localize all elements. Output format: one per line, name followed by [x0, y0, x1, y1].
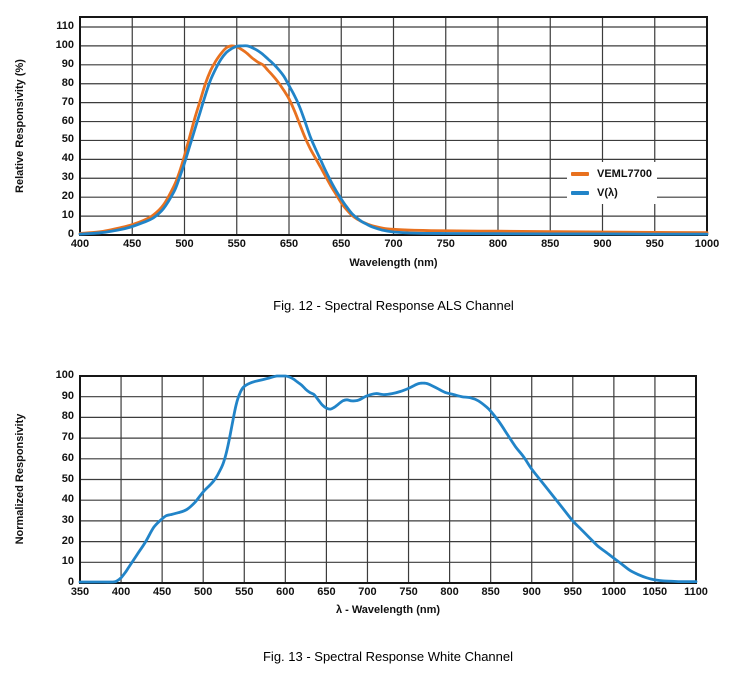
y-tick-label: 20	[61, 190, 74, 203]
x-tick-label: 900	[593, 238, 612, 250]
x-tick-label: 750	[436, 238, 455, 250]
y-tick-label: 100	[55, 38, 74, 51]
x-tick-label: 850	[541, 238, 560, 250]
x-tick-label: 500	[175, 238, 194, 250]
y-tick-label: 0	[67, 576, 74, 588]
y-tick-label: 10	[61, 555, 74, 568]
y-tick-label: 50	[61, 472, 74, 485]
plot-frame	[79, 16, 708, 236]
x-tick-label: 400	[111, 586, 131, 598]
y-tick-label: 70	[61, 95, 74, 108]
legend-row-v-lambda: V(λ)	[571, 183, 652, 202]
x-tick-label: 700	[384, 238, 403, 250]
x-tick-label: 450	[152, 586, 172, 598]
x-tick-label: 650	[332, 238, 351, 250]
x-tick-label: 1000	[694, 238, 720, 250]
x-tick-label: 600	[276, 586, 295, 598]
v--curve	[78, 44, 709, 236]
v-lambda-line-swatch-icon	[571, 190, 589, 195]
x-tick-label: 1050	[642, 586, 668, 598]
veml7700-line-swatch-icon	[571, 171, 589, 176]
x-tick-label: 950	[563, 586, 582, 598]
y-tick-label: 100	[55, 369, 74, 381]
y-tick-label: 60	[61, 451, 74, 464]
y-tick-label: 110	[56, 19, 74, 32]
x-tick-label: 1000	[601, 586, 627, 598]
veml7700-curve	[78, 44, 709, 235]
x-tick-label: 900	[522, 586, 541, 598]
x-tick-label: 850	[481, 586, 500, 598]
legend-row-veml7700: VEML7700	[571, 164, 652, 183]
x-tick-label: 950	[645, 238, 664, 250]
y-tick-label: 70	[61, 431, 74, 444]
y-tick-label: 0	[67, 228, 74, 240]
fig13-y-axis-label: Normalized Responsivity	[14, 413, 26, 545]
x-tick-label: 800	[440, 586, 459, 598]
x-tick-label: 1100	[684, 586, 708, 598]
x-tick-label: 650	[317, 586, 336, 598]
x-tick-label: 500	[194, 586, 213, 598]
x-tick-label: 400	[70, 238, 90, 250]
fig12-x-axis-label: Wavelength (nm)	[349, 257, 438, 269]
fig13-caption: Fig. 13 - Spectral Response White Channe…	[262, 649, 513, 664]
y-tick-label: 20	[61, 534, 74, 547]
x-tick-label: 350	[70, 586, 90, 598]
fig12-caption: Fig. 12 - Spectral Response ALS Channel	[273, 298, 514, 313]
y-tick-label: 90	[61, 57, 74, 70]
y-tick-label: 50	[61, 133, 74, 146]
y-tick-label: 30	[61, 513, 74, 526]
y-tick-label: 30	[61, 171, 74, 184]
y-tick-label: 60	[61, 114, 74, 127]
y-tick-label: 90	[61, 389, 74, 402]
fig13-x-axis-label: λ - Wavelength (nm)	[335, 604, 441, 616]
y-tick-label: 80	[61, 76, 74, 89]
x-tick-label: 800	[488, 238, 508, 250]
fig12-plot	[78, 16, 709, 236]
x-tick-label: 700	[358, 586, 377, 598]
fig13-plot	[78, 374, 698, 584]
x-tick-label: 550	[235, 586, 254, 598]
y-tick-label: 40	[61, 493, 74, 506]
white-channel-curve	[78, 374, 698, 584]
x-tick-label: 550	[227, 238, 246, 250]
plot-frame	[79, 375, 697, 584]
x-tick-label: 450	[123, 238, 142, 250]
fig12-y-axis-label: Relative Responsivity (%)	[14, 59, 26, 193]
legend-label-v-lambda: V(λ)	[597, 186, 618, 199]
fig12-legend: VEML7700 V(λ)	[567, 162, 658, 204]
legend-label-veml7700: VEML7700	[597, 167, 653, 180]
y-tick-label: 80	[61, 410, 74, 423]
x-tick-label: 750	[399, 586, 418, 598]
y-tick-label: 40	[61, 152, 74, 165]
x-tick-label: 650	[279, 238, 299, 250]
y-tick-label: 10	[61, 209, 74, 222]
